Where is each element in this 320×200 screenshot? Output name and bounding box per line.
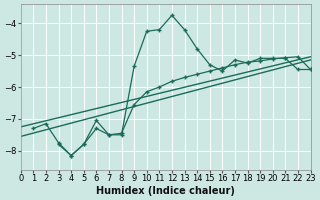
X-axis label: Humidex (Indice chaleur): Humidex (Indice chaleur) [96,186,235,196]
